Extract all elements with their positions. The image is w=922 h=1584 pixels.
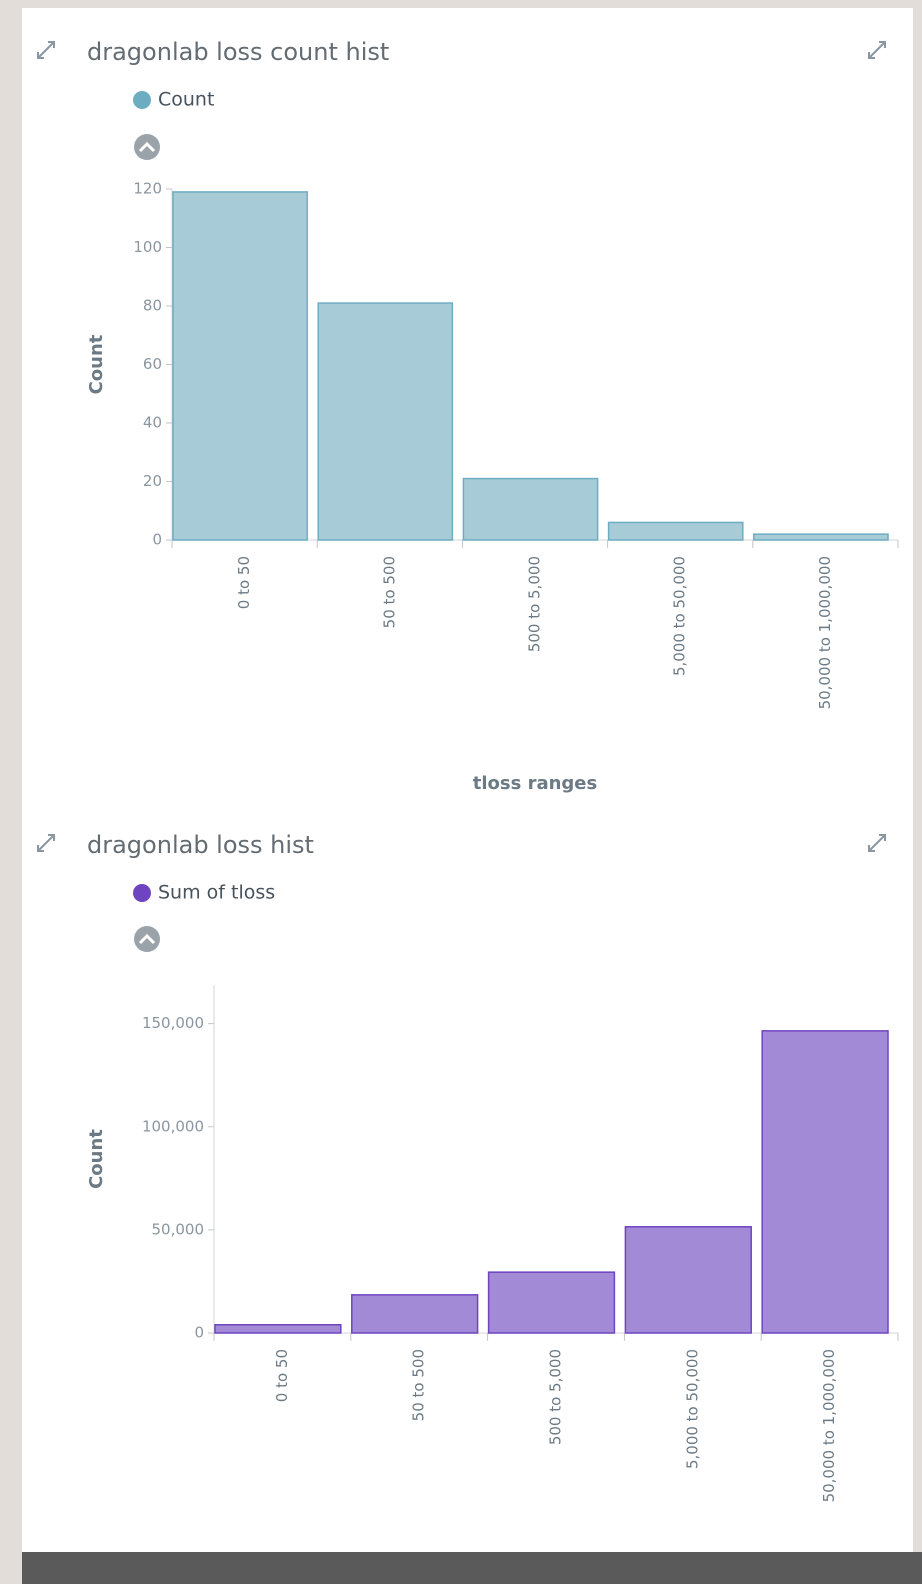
y-tick-label: 0	[152, 531, 162, 549]
x-axis-title: tloss ranges	[473, 773, 597, 794]
toggle-arrow	[138, 141, 156, 153]
x-tick-label: 50,000 to 1,000,000	[820, 1349, 838, 1502]
toggle-arrow	[138, 933, 156, 945]
x-tick-label: 500 to 5,000	[547, 1349, 565, 1445]
legend-label: Sum of tloss	[158, 882, 275, 904]
y-tick-label: 120	[133, 180, 162, 198]
y-tick-label: 40	[143, 414, 162, 432]
y-axis-title: Count	[86, 334, 107, 394]
bar	[462, 477, 599, 541]
legend-dot	[133, 91, 151, 109]
x-tick-label: 0 to 50	[273, 1349, 291, 1402]
x-tick-label: 5,000 to 50,000	[671, 556, 689, 676]
bar	[624, 1226, 752, 1334]
legend-label: Count	[158, 89, 214, 111]
toggle-circle	[134, 134, 160, 160]
toggle-circle	[134, 926, 160, 952]
bar	[351, 1294, 479, 1334]
y-tick-label: 60	[143, 355, 162, 373]
y-tick-label: 80	[143, 297, 162, 315]
y-tick-label: 150,000	[142, 1014, 204, 1032]
chart-title: dragonlab loss hist	[87, 831, 314, 859]
bottom-bar	[22, 1552, 922, 1584]
x-tick-label: 500 to 5,000	[526, 556, 544, 652]
y-tick-label: 50,000	[152, 1220, 205, 1238]
bar	[753, 533, 889, 541]
y-tick-label: 0	[194, 1324, 204, 1342]
y-axis-title: Count	[86, 1129, 107, 1189]
chart-title: dragonlab loss count hist	[87, 38, 389, 66]
x-tick-label: 5,000 to 50,000	[683, 1349, 701, 1469]
y-tick-label: 100	[133, 238, 162, 256]
collapse-toggle[interactable]	[134, 926, 160, 952]
x-tick-label: 50 to 500	[410, 1349, 428, 1421]
legend-dot	[133, 884, 151, 902]
bar	[761, 1030, 889, 1334]
expand-icon[interactable]	[868, 834, 886, 852]
x-tick-label: 50 to 500	[380, 556, 398, 628]
x-tick-label: 0 to 50	[235, 556, 253, 609]
bar	[214, 1324, 342, 1334]
expand-icon[interactable]	[868, 41, 886, 59]
collapse-toggle[interactable]	[134, 134, 160, 160]
expand-icon[interactable]	[37, 834, 55, 852]
y-tick-label: 20	[143, 472, 162, 490]
y-tick-label: 100,000	[142, 1117, 204, 1135]
expand-icon[interactable]	[37, 41, 55, 59]
bar	[172, 191, 308, 541]
x-tick-label: 50,000 to 1,000,000	[816, 556, 834, 709]
bar	[317, 302, 454, 541]
bar	[607, 521, 744, 541]
expand-icons	[37, 41, 886, 852]
bar	[487, 1271, 616, 1334]
